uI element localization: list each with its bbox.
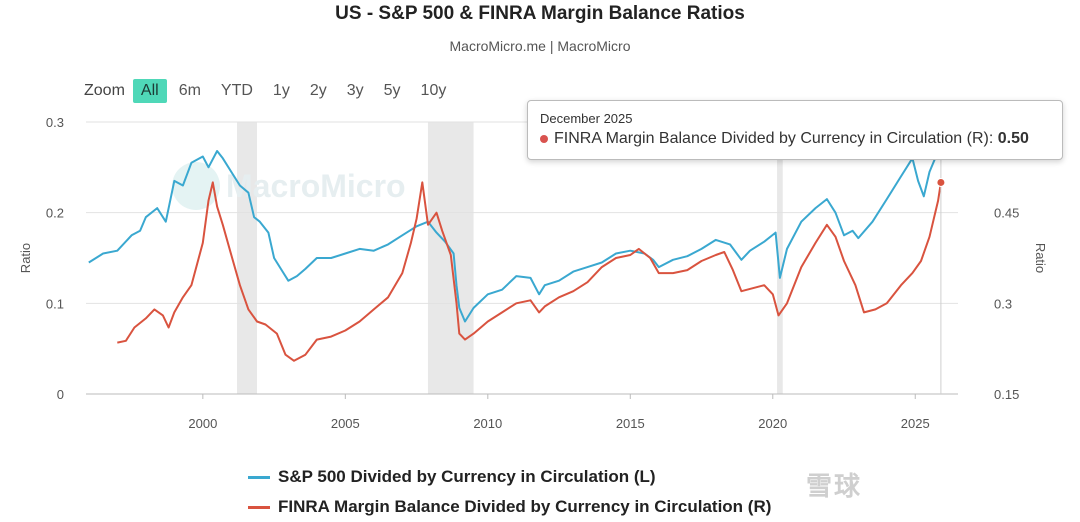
y-right-tick-label: 0.15 (994, 387, 1019, 402)
tooltip-value: 0.50 (997, 130, 1029, 147)
y-right-axis-title: Ratio (1033, 243, 1048, 273)
zoom-all-button[interactable]: All (132, 79, 167, 103)
hover-marker (936, 122, 946, 394)
tooltip-row: FINRA Margin Balance Divided by Currency… (540, 130, 1050, 148)
recession-band (777, 122, 783, 394)
zoom-ytd-button[interactable]: YTD (220, 82, 253, 99)
zoom-toolbar: Zoom All 6m YTD 1y 2y 3y 5y 10y (84, 76, 454, 106)
axes: 0.3 0.2 0.1 0 0.45 0.3 0.15 2000 2005 2010 2015 202… (18, 115, 1048, 431)
watermark-logo-icon (172, 162, 220, 210)
y-left-tick-label: 0.3 (46, 115, 64, 130)
hover-point (936, 177, 946, 187)
y-right-tick-label: 0.45 (994, 206, 1019, 221)
gridlines (86, 121, 958, 395)
watermark: MacroMicro (172, 162, 406, 210)
sp500-line (88, 146, 942, 323)
x-tick-label: 2015 (616, 416, 645, 431)
y-left-tick-label: 0.1 (46, 296, 64, 311)
zoom-1y-button[interactable]: 1y (272, 82, 290, 99)
zoom-2y-button[interactable]: 2y (309, 82, 327, 99)
legend-swatch-finra (248, 505, 270, 509)
y-left-tick-label: 0.2 (46, 206, 64, 221)
zoom-3y-button[interactable]: 3y (346, 82, 364, 99)
zoom-5y-button[interactable]: 5y (383, 82, 401, 99)
x-tick-label: 2020 (758, 416, 787, 431)
legend: S&P 500 Divided by Currency in Circulati… (248, 462, 771, 522)
legend-label-finra: FINRA Margin Balance Divided by Currency… (278, 497, 772, 516)
tooltip-date: December 2025 (540, 111, 633, 126)
y-left-axis-title: Ratio (18, 243, 33, 273)
tooltip-series-name: FINRA Margin Balance Divided by Currency… (554, 130, 994, 147)
tooltip: December 2025 FINRA Margin Balance Divid… (527, 100, 1063, 160)
zoom-6m-button[interactable]: 6m (178, 82, 201, 99)
chart-title: US - S&P 500 & FINRA Margin Balance Rati… (335, 3, 745, 24)
legend-item-finra[interactable]: FINRA Margin Balance Divided by Currency… (248, 492, 771, 522)
x-tick-label: 2005 (331, 416, 360, 431)
zoom-label: Zoom (84, 82, 125, 99)
legend-label-sp500: S&P 500 Divided by Currency in Circulati… (278, 467, 656, 486)
x-tick-label: 2025 (901, 416, 930, 431)
corner-watermark: 雪球 (806, 471, 863, 501)
zoom-10y-button[interactable]: 10y (420, 82, 447, 99)
series-lines (88, 146, 942, 362)
x-tick-label: 2000 (188, 416, 217, 431)
finra-line (117, 181, 942, 362)
y-right-tick-label: 0.3 (994, 296, 1012, 311)
chart-subtitle: MacroMicro.me | MacroMicro (449, 38, 631, 54)
x-tick-label: 2010 (473, 416, 502, 431)
watermark-text: MacroMicro (226, 168, 406, 204)
legend-swatch-sp500 (248, 475, 270, 479)
tooltip-series-dot (540, 134, 548, 143)
recession-band (237, 122, 257, 394)
y-left-tick-label: 0 (57, 387, 64, 402)
legend-item-sp500[interactable]: S&P 500 Divided by Currency in Circulati… (248, 462, 771, 492)
